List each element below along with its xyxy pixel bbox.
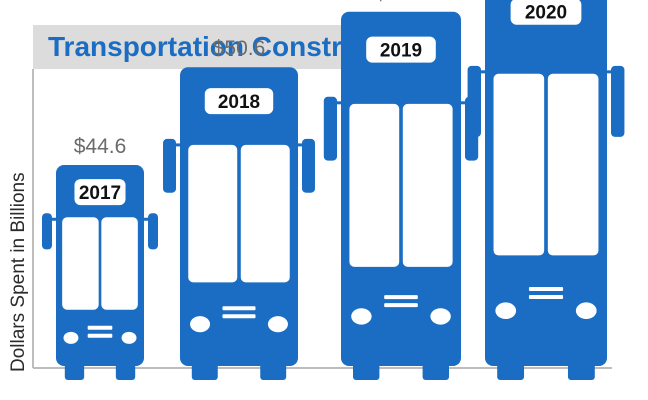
left-mirror-icon: [163, 138, 176, 193]
grille-line-top: [384, 295, 418, 300]
year-sign: [510, 0, 582, 25]
grille-line-top: [528, 287, 564, 292]
bus-bar-2017: 2017 $44.6: [42, 135, 158, 380]
year-sign: [366, 36, 436, 63]
data-label: $44.6: [74, 135, 127, 158]
bus-bar-2019: 2019 $54.0: [323, 0, 479, 380]
bus-bar-2020: 2020$56.5**: [467, 0, 625, 380]
left-wheel-icon: [497, 362, 525, 380]
left-headlight-icon: [63, 331, 79, 344]
left-wheel-icon: [64, 362, 85, 380]
bus-body: [341, 11, 461, 367]
grille-line-top: [87, 325, 113, 330]
right-window: [101, 217, 138, 310]
grille-line-top: [222, 306, 256, 311]
category-label: 2020: [525, 3, 567, 24]
y-axis-label: Dollars Spent in Billions: [8, 172, 29, 372]
right-wheel-icon: [115, 362, 136, 380]
year-sign: [74, 179, 126, 206]
data-label: $54.0: [375, 0, 428, 5]
left-window: [493, 73, 545, 256]
left-mirror-icon: [42, 213, 52, 250]
left-headlight-icon: [351, 308, 372, 325]
grille-line-bottom: [222, 314, 256, 319]
right-headlight-icon: [121, 331, 137, 344]
right-mirror-icon: [302, 138, 315, 193]
left-wheel-icon: [191, 362, 218, 380]
data-label: $50.6: [213, 37, 266, 60]
left-headlight-icon: [190, 316, 211, 333]
bus-bar-2018: 2018 $50.6: [163, 37, 315, 380]
left-window: [188, 144, 238, 283]
right-window: [402, 103, 453, 267]
left-mirror-icon: [323, 96, 337, 161]
right-wheel-icon: [422, 362, 449, 380]
right-window: [547, 73, 599, 256]
category-label: 2017: [79, 183, 121, 204]
category-label: 2019: [380, 41, 422, 62]
left-wheel-icon: [353, 362, 380, 380]
right-wheel-icon: [260, 362, 287, 380]
year-sign: [204, 88, 274, 115]
bus-body: [56, 165, 144, 366]
left-window: [349, 103, 400, 267]
right-headlight-icon: [575, 302, 597, 320]
right-mirror-icon: [611, 65, 625, 137]
grille-line-bottom: [384, 303, 418, 308]
right-wheel-icon: [567, 362, 595, 380]
category-label: 2018: [218, 92, 260, 113]
left-headlight-icon: [495, 302, 517, 320]
grille-line-bottom: [87, 333, 113, 338]
grille-line-bottom: [528, 295, 564, 300]
bus-bars: 2017 $44.6 2018 $50.6 2019 $54.0 2020$56.5**: [42, 0, 625, 380]
left-window: [62, 217, 99, 310]
right-window: [240, 144, 290, 283]
right-headlight-icon: [430, 308, 451, 325]
bus-body: [180, 67, 298, 366]
right-headlight-icon: [267, 316, 288, 333]
left-mirror-icon: [467, 65, 481, 137]
right-mirror-icon: [148, 213, 158, 250]
